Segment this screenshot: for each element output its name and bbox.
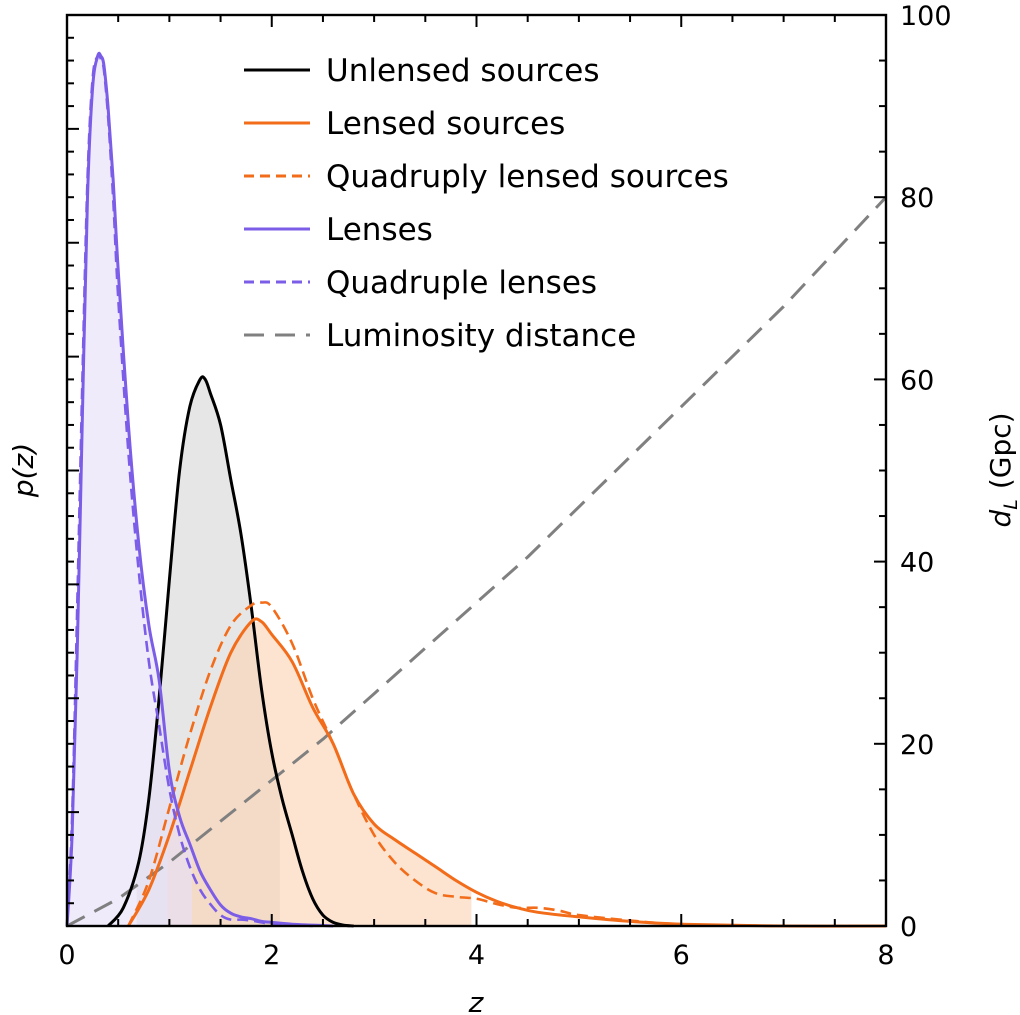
- plot-frame: [65, 13, 888, 928]
- x-tick-label: 4: [468, 940, 485, 971]
- x-tick-label: 8: [877, 940, 894, 971]
- y-axis-label-right-main: d: [984, 510, 1017, 528]
- series-curves: [65, 51, 888, 928]
- legend-label-quad_sources: Quadruply lensed sources: [326, 159, 729, 195]
- legend-label-lensed: Lensed sources: [326, 106, 565, 142]
- right-tick-label: 60: [900, 365, 934, 396]
- x-tick-label: 6: [673, 940, 690, 971]
- right-tick-label: 40: [900, 548, 934, 579]
- y-axis-label-right-sub: L: [1000, 499, 1020, 510]
- fill-lensed: [167, 621, 472, 926]
- right-tick-label: 0: [900, 912, 917, 943]
- legend: Unlensed sources Lensed sources Quadruply …: [244, 53, 729, 354]
- y-axis-label-right-unit: (Gpc): [984, 412, 1017, 489]
- right-tick-label: 20: [900, 730, 934, 761]
- y-axis-label-right: dL (Gpc): [984, 412, 1020, 527]
- legend-label-dl: Luminosity distance: [326, 318, 636, 354]
- curve-lensed: [127, 617, 887, 928]
- x-tick-label: 0: [58, 940, 75, 971]
- curve-quad_lenses: [65, 53, 313, 928]
- curve-quad_sources: [127, 601, 887, 928]
- fill-lenses: [67, 56, 192, 926]
- legend-label-lenses: Lenses: [326, 212, 433, 248]
- curve-dl: [66, 196, 888, 928]
- curve-unlensed: [106, 375, 354, 928]
- right-tick-label: 100: [900, 1, 952, 32]
- right-tick-label: 80: [900, 183, 934, 214]
- x-axis-label: z: [468, 986, 485, 1015]
- x-tick-label: 2: [263, 940, 280, 971]
- y-axis-label-left: p(z): [7, 443, 40, 498]
- legend-label-quad_lenses: Quadruple lenses: [326, 265, 597, 301]
- legend-label-unlensed: Unlensed sources: [326, 53, 600, 89]
